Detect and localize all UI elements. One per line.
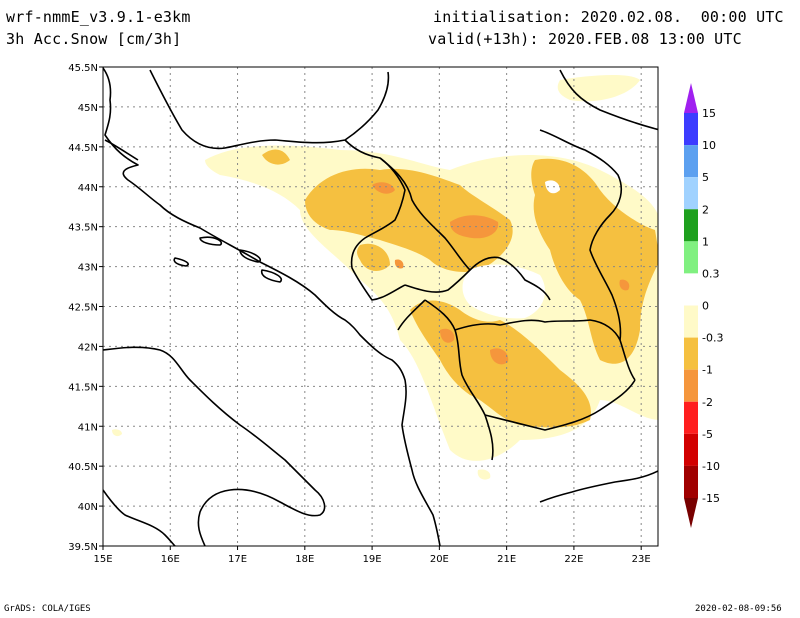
longitude-label: 23E [632,554,651,565]
latitude-label: 43N [78,263,98,274]
legend-label: 1 [702,235,709,248]
legend-label: 5 [702,171,709,184]
legend-label: 2 [702,203,709,216]
valid-time: valid(+13h): 2020.FEB.08 13:00 UTC [428,30,742,48]
initialisation-time: initialisation: 2020.02.08. 00:00 UTC [433,8,784,26]
latitude-label: 40.5N [68,462,98,473]
legend-label: -10 [702,460,720,473]
legend-swatch [684,145,698,178]
legend-swatch [684,369,698,402]
legend-swatch [684,241,698,274]
longitude-label: 15E [93,554,112,565]
legend-label: 15 [702,107,716,120]
model-title: wrf-nmmE_v3.9.1-e3km [6,8,191,26]
legend-label: -15 [702,492,720,505]
longitude-label: 17E [228,554,247,565]
legend-swatch [684,273,698,306]
legend-swatch [684,337,698,370]
longitude-label: 19E [363,554,382,565]
latitude-label: 45N [78,103,98,114]
legend-label: -1 [702,364,713,377]
field-title: 3h Acc.Snow [cm/3h] [6,30,182,48]
latitude-label: 43.5N [68,223,98,234]
coastlines-borders [103,67,658,546]
longitude-label: 18E [295,554,314,565]
footer-right: 2020-02-08-09:56 [695,604,782,614]
latitude-label: 44.5N [68,143,98,154]
legend-swatch [684,305,698,338]
latitude-label: 41N [78,422,98,433]
legend-label: -2 [702,396,713,409]
latitude-label: 45.5N [68,63,98,74]
latitude-label: 40N [78,502,98,513]
longitude-label: 20E [430,554,449,565]
snow-heavy-area [372,182,630,365]
map-grid [103,67,658,546]
color-legend: 15 10 5 2 1 0.3 0 -0.3 -1 -2 -5 -10 -15 [684,83,723,528]
longitude-label: 21E [497,554,516,565]
legend-label: 0 [702,300,709,313]
latitude-label: 42.5N [68,303,98,314]
snow-field-layer [112,75,658,480]
legend-swatch [684,177,698,210]
longitude-label: 22E [564,554,583,565]
latitude-labels: 39.5N 40N 40.5N 41N 41.5N 42N 42.5N 43N 43.5N 44N… [68,63,103,553]
footer-left: GrADS: COLA/IGES [4,604,91,614]
legend-label: -0.3 [702,332,723,345]
latitude-label: 39.5N [68,542,98,553]
legend-swatch [684,498,698,528]
legend-swatch [684,465,698,498]
legend-swatch [684,209,698,242]
legend-label: 0.3 [702,267,720,280]
latitude-label: 44N [78,183,98,194]
latitude-label: 42N [78,342,98,353]
legend-swatch [684,401,698,434]
latitude-label: 41.5N [68,382,98,393]
legend-swatch [684,113,698,146]
legend-swatch [684,433,698,466]
legend-swatch [684,83,698,113]
legend-label: -5 [702,428,713,441]
legend-label: 10 [702,139,716,152]
longitude-label: 16E [161,554,180,565]
longitude-labels: 15E 16E 17E 18E 19E 20E 21E 22E 23E [93,546,651,565]
